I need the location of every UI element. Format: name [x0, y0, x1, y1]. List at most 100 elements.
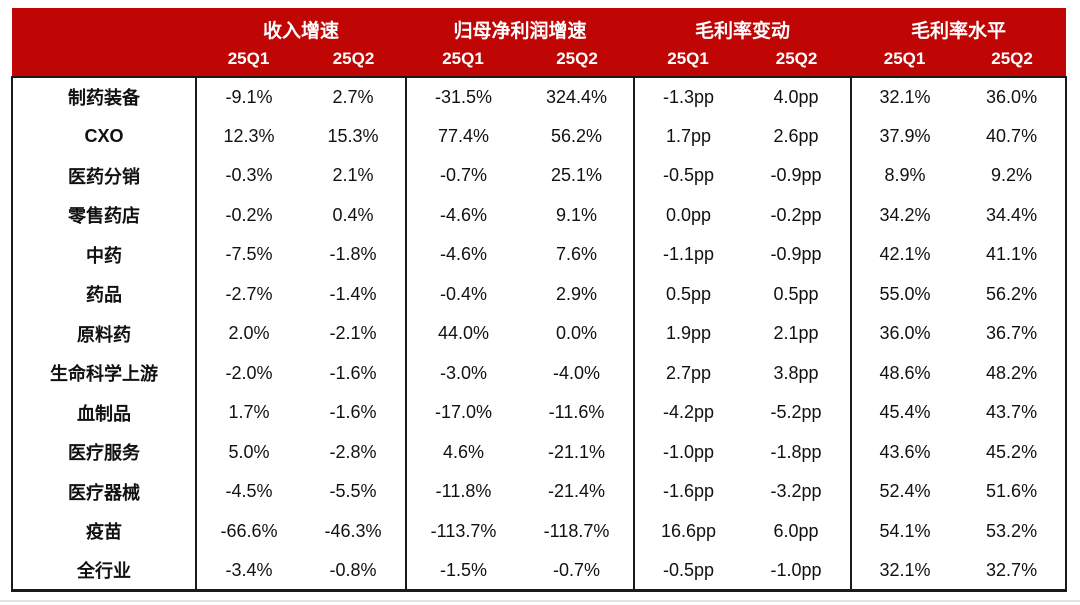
cell-marginlevel-25q1: 48.6% — [850, 353, 959, 393]
table-row: 生命科学上游 -2.0% -1.6% -3.0% -4.0% 2.7pp 3.8… — [11, 353, 1068, 393]
cell-marginlevel-25q2: 43.7% — [958, 393, 1068, 433]
cell-marginlevel-25q1: 36.0% — [850, 314, 959, 354]
cell-revenue-25q1: -3.4% — [195, 551, 301, 592]
row-label: 生命科学上游 — [11, 353, 196, 393]
row-label: 药品 — [11, 274, 196, 314]
cell-marginchange-25q1: -4.2pp — [633, 393, 743, 433]
table-row: 中药 -7.5% -1.8% -4.6% 7.6% -1.1pp -0.9pp … — [11, 235, 1068, 275]
cell-revenue-25q2: -2.1% — [301, 314, 407, 354]
header-corner-cell — [12, 45, 196, 77]
table-row: 医疗服务 5.0% -2.8% 4.6% -21.1% -1.0pp -1.8p… — [11, 432, 1068, 472]
cell-netprofit-25q2: -118.7% — [520, 511, 635, 551]
cell-revenue-25q2: -1.6% — [301, 393, 407, 433]
cell-marginchange-25q2: 0.5pp — [742, 274, 852, 314]
row-label: 全行业 — [11, 551, 196, 592]
cell-revenue-25q1: -2.7% — [195, 274, 301, 314]
cell-netprofit-25q2: 7.6% — [520, 235, 635, 275]
table-row: 零售药店 -0.2% 0.4% -4.6% 9.1% 0.0pp -0.2pp … — [11, 195, 1068, 235]
cell-marginlevel-25q2: 40.7% — [958, 116, 1068, 156]
cell-revenue-25q1: -7.5% — [195, 235, 301, 275]
cell-netprofit-25q1: 4.6% — [405, 432, 521, 472]
cell-revenue-25q2: -46.3% — [301, 511, 407, 551]
cell-revenue-25q1: -66.6% — [195, 511, 301, 551]
cell-marginchange-25q2: 3.8pp — [742, 353, 852, 393]
col-group-gross-margin-level: 毛利率水平 — [851, 8, 1067, 45]
cell-marginlevel-25q2: 51.6% — [958, 472, 1068, 512]
cell-marginchange-25q2: 6.0pp — [742, 511, 852, 551]
cell-revenue-25q2: -5.5% — [301, 472, 407, 512]
subheader-revenue-25q2: 25Q2 — [301, 45, 407, 77]
subheader-marginchange-25q2: 25Q2 — [742, 45, 852, 77]
cell-marginchange-25q1: -0.5pp — [633, 551, 743, 592]
cell-revenue-25q2: -1.8% — [301, 235, 407, 275]
cell-marginchange-25q2: -0.2pp — [742, 195, 852, 235]
cell-netprofit-25q1: -17.0% — [405, 393, 521, 433]
col-group-gross-margin-change: 毛利率变动 — [634, 8, 852, 45]
cell-netprofit-25q1: -4.6% — [405, 195, 521, 235]
cell-netprofit-25q1: -1.5% — [405, 551, 521, 592]
cell-marginlevel-25q2: 36.7% — [958, 314, 1068, 354]
cell-marginlevel-25q1: 54.1% — [850, 511, 959, 551]
cell-netprofit-25q2: -0.7% — [520, 551, 635, 592]
cell-marginchange-25q2: -1.0pp — [742, 551, 852, 592]
cell-netprofit-25q1: -31.5% — [405, 76, 521, 117]
table-row: CXO 12.3% 15.3% 77.4% 56.2% 1.7pp 2.6pp … — [11, 116, 1068, 156]
cell-marginlevel-25q1: 52.4% — [850, 472, 959, 512]
table-row: 疫苗 -66.6% -46.3% -113.7% -118.7% 16.6pp … — [11, 511, 1068, 551]
header-quarter-row: 25Q1 25Q2 25Q1 25Q2 25Q1 25Q2 25Q1 25Q2 — [12, 45, 1067, 77]
row-label: 零售药店 — [11, 195, 196, 235]
subheader-netprofit-25q2: 25Q2 — [520, 45, 635, 77]
table-row: 医药分销 -0.3% 2.1% -0.7% 25.1% -0.5pp -0.9p… — [11, 156, 1068, 196]
cell-netprofit-25q2: -21.4% — [520, 472, 635, 512]
cell-revenue-25q2: 0.4% — [301, 195, 407, 235]
cell-marginlevel-25q1: 55.0% — [850, 274, 959, 314]
cell-marginchange-25q1: 2.7pp — [633, 353, 743, 393]
table-row: 药品 -2.7% -1.4% -0.4% 2.9% 0.5pp 0.5pp 55… — [11, 274, 1068, 314]
row-label: 疫苗 — [11, 511, 196, 551]
cell-marginlevel-25q1: 32.1% — [850, 76, 959, 117]
subheader-marginchange-25q1: 25Q1 — [634, 45, 743, 77]
cell-marginlevel-25q2: 45.2% — [958, 432, 1068, 472]
cell-marginchange-25q2: -1.8pp — [742, 432, 852, 472]
cell-revenue-25q1: -2.0% — [195, 353, 301, 393]
cell-marginlevel-25q2: 41.1% — [958, 235, 1068, 275]
cell-netprofit-25q1: -4.6% — [405, 235, 521, 275]
cell-marginlevel-25q1: 32.1% — [850, 551, 959, 592]
cell-marginlevel-25q2: 56.2% — [958, 274, 1068, 314]
cell-netprofit-25q1: -11.8% — [405, 472, 521, 512]
row-label: 血制品 — [11, 393, 196, 433]
cell-marginlevel-25q1: 8.9% — [850, 156, 959, 196]
cell-netprofit-25q2: 2.9% — [520, 274, 635, 314]
cell-marginchange-25q2: -5.2pp — [742, 393, 852, 433]
cell-marginchange-25q1: 16.6pp — [633, 511, 743, 551]
subheader-marginlevel-25q1: 25Q1 — [851, 45, 959, 77]
cell-netprofit-25q2: 9.1% — [520, 195, 635, 235]
cell-marginchange-25q2: 4.0pp — [742, 76, 852, 117]
cell-netprofit-25q2: 0.0% — [520, 314, 635, 354]
cell-marginlevel-25q2: 48.2% — [958, 353, 1068, 393]
cell-marginchange-25q2: 2.6pp — [742, 116, 852, 156]
col-group-revenue-growth: 收入增速 — [196, 8, 407, 45]
subheader-marginlevel-25q2: 25Q2 — [958, 45, 1067, 77]
cell-marginchange-25q1: 1.7pp — [633, 116, 743, 156]
cell-netprofit-25q2: -4.0% — [520, 353, 635, 393]
table-row: 原料药 2.0% -2.1% 44.0% 0.0% 1.9pp 2.1pp 36… — [11, 314, 1068, 354]
cell-marginchange-25q2: -0.9pp — [742, 156, 852, 196]
table-header: 收入增速 归母净利润增速 毛利率变动 毛利率水平 25Q1 25Q2 25Q1 … — [12, 8, 1067, 77]
cell-marginchange-25q1: 0.5pp — [633, 274, 743, 314]
cell-netprofit-25q1: 77.4% — [405, 116, 521, 156]
cell-revenue-25q2: -2.8% — [301, 432, 407, 472]
row-label: 医疗器械 — [11, 472, 196, 512]
cell-revenue-25q2: 2.7% — [301, 76, 407, 117]
cell-revenue-25q1: 12.3% — [195, 116, 301, 156]
subheader-netprofit-25q1: 25Q1 — [406, 45, 521, 77]
table-body: 制药装备 -9.1% 2.7% -31.5% 324.4% -1.3pp 4.0… — [11, 76, 1068, 592]
cell-netprofit-25q2: -11.6% — [520, 393, 635, 433]
cell-marginchange-25q1: -1.3pp — [633, 76, 743, 117]
cell-marginchange-25q1: -1.6pp — [633, 472, 743, 512]
table-row: 医疗器械 -4.5% -5.5% -11.8% -21.4% -1.6pp -3… — [11, 472, 1068, 512]
cell-netprofit-25q1: -0.4% — [405, 274, 521, 314]
cell-marginlevel-25q2: 32.7% — [958, 551, 1068, 592]
cell-marginchange-25q1: -0.5pp — [633, 156, 743, 196]
